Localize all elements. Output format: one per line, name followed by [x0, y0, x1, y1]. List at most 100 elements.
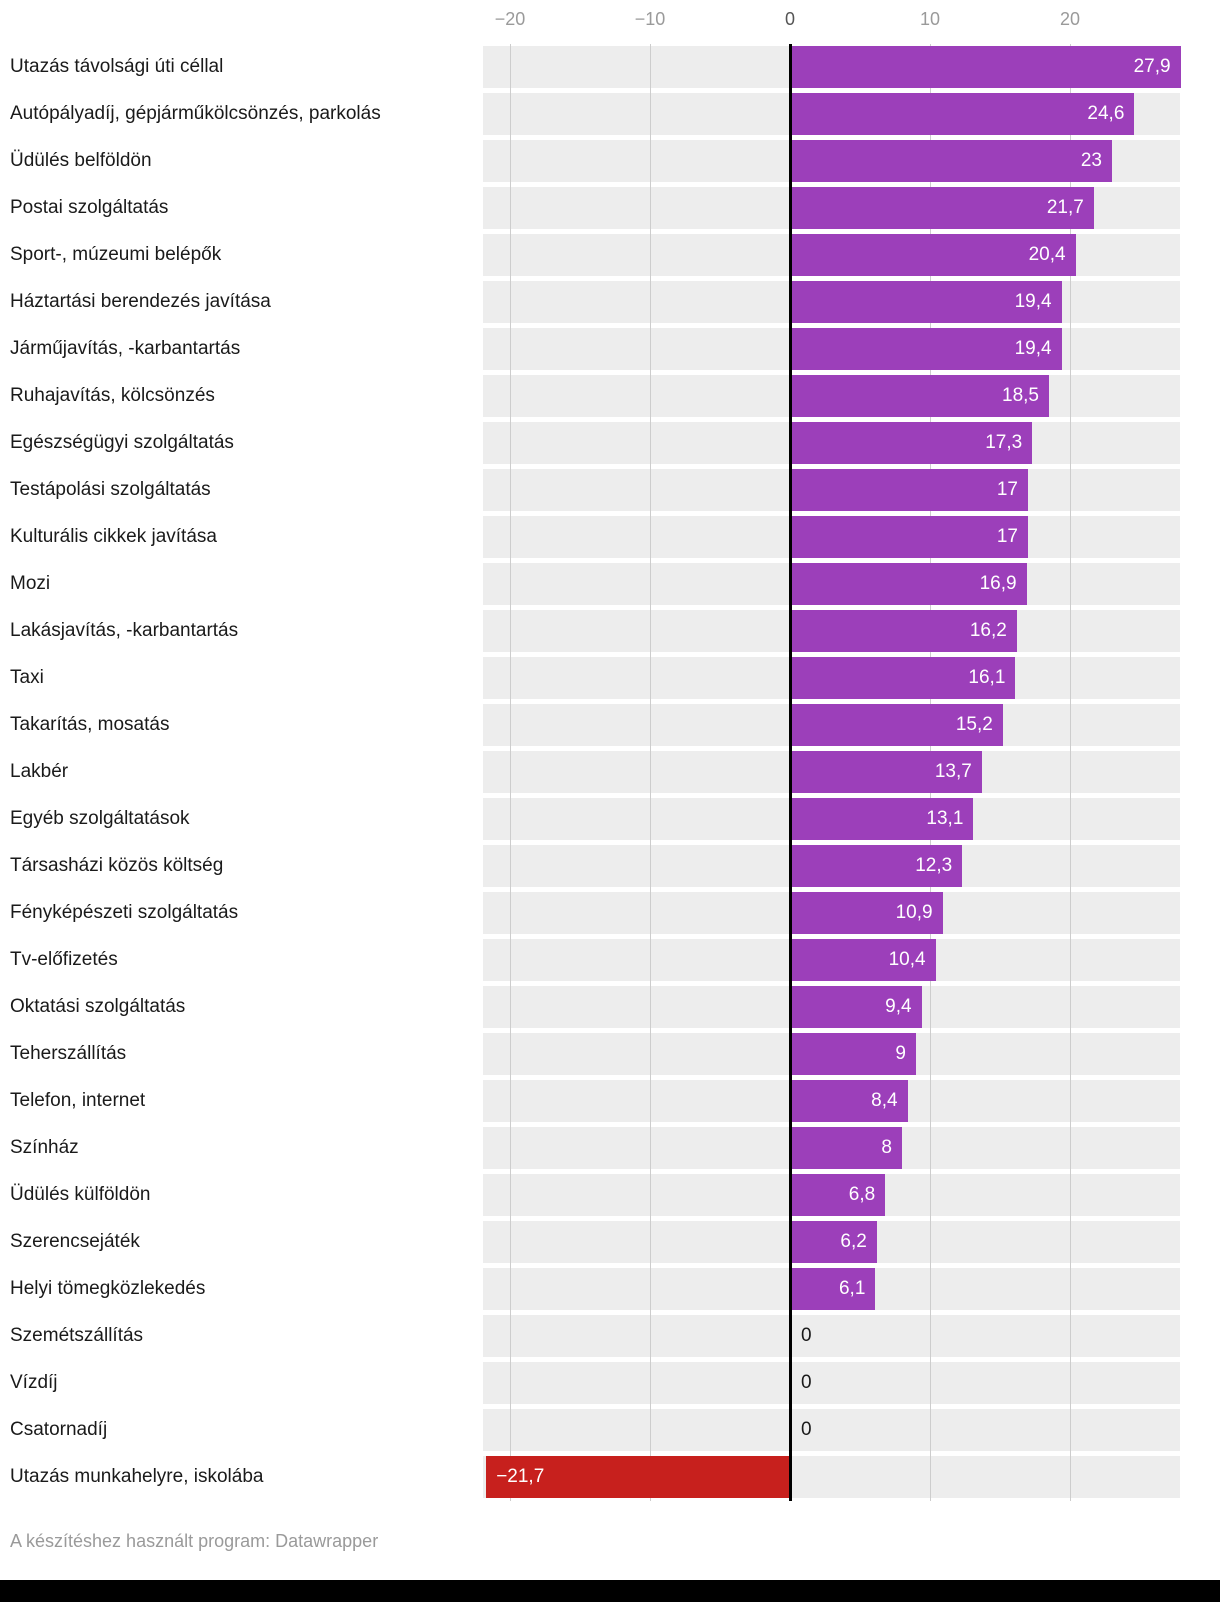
- value-label: −21,7: [496, 1466, 545, 1487]
- bar-positive: 21,7: [790, 187, 1094, 229]
- value-label: 15,2: [955, 714, 993, 735]
- chart-row: Mozi 16,9: [0, 561, 1220, 608]
- bar-positive: 15,2: [790, 704, 1003, 746]
- chart-row: Utazás munkahelyre, iskolába −21,7: [0, 1454, 1220, 1501]
- bar-positive: 27,9: [790, 46, 1181, 88]
- x-tick-label: −20: [494, 9, 526, 29]
- bar-positive: 9,4: [790, 986, 922, 1028]
- category-label: Üdülés külföldön: [10, 1184, 151, 1205]
- chart-row: Teherszállítás 9: [0, 1031, 1220, 1078]
- bar-positive: 10,9: [790, 892, 943, 934]
- category-label: Autópályadíj, gépjárműkölcsönzés, parkol…: [10, 103, 381, 124]
- bar-positive: 16,1: [790, 657, 1016, 699]
- value-label: 20,4: [1028, 244, 1066, 265]
- row-background: [483, 1409, 1180, 1451]
- zero-axis-line: [788, 44, 792, 1501]
- chart-row: Postai szolgáltatás 21,7: [0, 185, 1220, 232]
- category-label: Utazás munkahelyre, iskolába: [10, 1466, 264, 1487]
- chart-row: Takarítás, mosatás 15,2: [0, 702, 1220, 749]
- category-label: Sport-, múzeumi belépők: [10, 244, 222, 265]
- value-label: 9: [895, 1043, 906, 1064]
- category-label: Teherszállítás: [10, 1043, 127, 1064]
- value-label: 13,1: [926, 808, 964, 829]
- value-label: 19,4: [1014, 338, 1052, 359]
- value-label: 16,9: [979, 573, 1017, 594]
- value-label: 16,2: [969, 620, 1007, 641]
- gridline: [1069, 44, 1071, 1501]
- bar-positive: 6,2: [790, 1221, 877, 1263]
- bar-positive: 18,5: [790, 375, 1049, 417]
- bar-positive: 8,4: [790, 1080, 908, 1122]
- value-label: 16,1: [968, 667, 1006, 688]
- category-label: Járműjavítás, -karbantartás: [10, 338, 241, 359]
- x-tick-label: 0: [784, 9, 796, 29]
- category-label: Mozi: [10, 573, 51, 594]
- chart-row: Oktatási szolgáltatás 9,4: [0, 984, 1220, 1031]
- value-label: 0: [801, 1325, 812, 1346]
- bar-positive: 23: [790, 140, 1112, 182]
- bar-positive: 10,4: [790, 939, 936, 981]
- bar-positive: 17: [790, 516, 1028, 558]
- value-label: 17: [996, 479, 1018, 500]
- category-label: Egészségügyi szolgáltatás: [10, 432, 234, 453]
- value-label: 18,5: [1002, 385, 1039, 406]
- category-label: Oktatási szolgáltatás: [10, 996, 186, 1017]
- row-background: [483, 1315, 1180, 1357]
- x-tick-label: 10: [919, 9, 941, 29]
- chart-row: Társasházi közös költség 12,3: [0, 843, 1220, 890]
- value-label: 8,4: [871, 1090, 898, 1111]
- bar-positive: 19,4: [790, 281, 1062, 323]
- value-label: 6,1: [838, 1278, 866, 1299]
- category-label: Takarítás, mosatás: [10, 714, 170, 735]
- category-label: Testápolási szolgáltatás: [10, 479, 211, 500]
- chart-row: Kulturális cikkek javítása 17: [0, 514, 1220, 561]
- category-label: Háztartási berendezés javítása: [10, 291, 271, 312]
- bar-positive: 8: [790, 1127, 902, 1169]
- value-label: 27,9: [1133, 56, 1171, 77]
- category-label: Lakásjavítás, -karbantartás: [10, 620, 239, 641]
- chart-row: Vízdíj 0: [0, 1360, 1220, 1407]
- bar-positive: 12,3: [790, 845, 963, 887]
- chart-row: Fényképészeti szolgáltatás 10,9: [0, 890, 1220, 937]
- chart-row: Taxi 16,1: [0, 655, 1220, 702]
- value-label: 10,4: [888, 949, 926, 970]
- x-tick-label: 20: [1059, 9, 1081, 29]
- value-label: 23: [1080, 150, 1102, 171]
- chart-row: Csatornadíj 0: [0, 1407, 1220, 1454]
- row-background: [483, 1362, 1180, 1404]
- category-label: Postai szolgáltatás: [10, 197, 169, 218]
- chart-row: Színház 8: [0, 1125, 1220, 1172]
- category-label: Utazás távolsági úti céllal: [10, 56, 224, 77]
- value-label: 13,7: [934, 761, 972, 782]
- bar-positive: 16,9: [790, 563, 1027, 605]
- value-label: 24,6: [1087, 103, 1125, 124]
- chart-row: Helyi tömegközlekedés 6,1: [0, 1266, 1220, 1313]
- chart-row: Szemétszállítás 0: [0, 1313, 1220, 1360]
- category-label: Szemétszállítás: [10, 1325, 144, 1346]
- bar-positive: 9: [790, 1033, 916, 1075]
- category-label: Helyi tömegközlekedés: [10, 1278, 206, 1299]
- bar-positive: 6,1: [790, 1268, 876, 1310]
- chart-row: Telefon, internet 8,4: [0, 1078, 1220, 1125]
- chart-row: Lakbér 13,7: [0, 749, 1220, 796]
- category-label: Üdülés belföldön: [10, 150, 152, 171]
- bar-negative: −21,7: [486, 1456, 790, 1498]
- category-label: Színház: [10, 1137, 79, 1158]
- gridline: [649, 44, 651, 1501]
- value-label: 0: [801, 1419, 812, 1440]
- gridline: [509, 44, 511, 1501]
- chart-row: Háztartási berendezés javítása 19,4: [0, 279, 1220, 326]
- bottom-bar: [0, 1580, 1220, 1602]
- x-axis: −20 −10 0 10 20: [0, 0, 1220, 44]
- category-label: Tv-előfizetés: [10, 949, 118, 970]
- bar-positive: 13,7: [790, 751, 982, 793]
- chart-row: Egyéb szolgáltatások 13,1: [0, 796, 1220, 843]
- value-label: 0: [801, 1372, 812, 1393]
- chart-credit: A készítéshez használt program: Datawrap…: [10, 1531, 379, 1551]
- chart-row: Üdülés belföldön 23: [0, 138, 1220, 185]
- bar-positive: 17: [790, 469, 1028, 511]
- bar-positive: 20,4: [790, 234, 1076, 276]
- chart-row: Szerencsejáték 6,2: [0, 1219, 1220, 1266]
